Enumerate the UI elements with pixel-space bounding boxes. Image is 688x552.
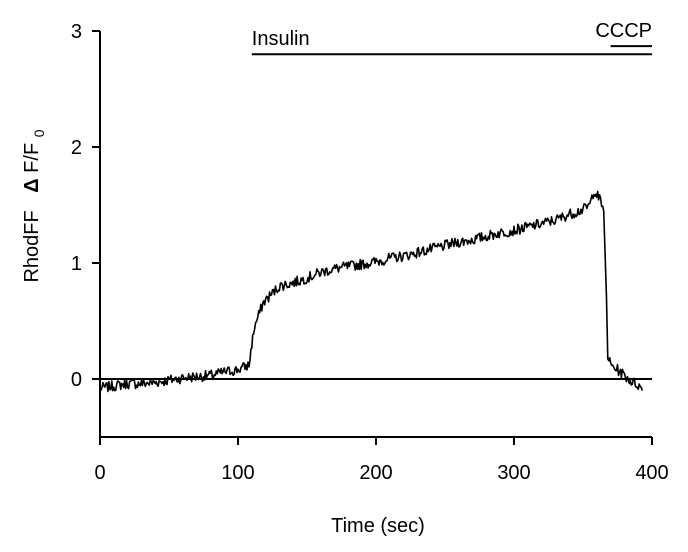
- y-axis-title-delta: Δ: [21, 178, 43, 192]
- y-axis-title: RhodFF Δ F/F 0: [21, 129, 47, 282]
- y-axis: 0 1 2 3: [71, 21, 101, 437]
- x-tick-label-4: 400: [635, 462, 668, 484]
- annotation-label-insulin: Insulin: [252, 28, 310, 50]
- y-axis-title-subscript: 0: [31, 129, 47, 137]
- x-axis: 0 100 200 300 400: [94, 378, 669, 484]
- fluorescence-trace: [99, 190, 644, 393]
- y-tick-label-1: 1: [71, 253, 82, 275]
- y-tick-label-2: 2: [71, 137, 82, 159]
- x-tick-label-3: 300: [497, 462, 530, 484]
- annotations: Insulin CCCP: [251, 20, 652, 56]
- y-axis-title-ratio: F/F: [21, 143, 43, 173]
- x-tick-label-2: 200: [359, 462, 392, 484]
- y-tick-label-0: 0: [71, 369, 82, 391]
- x-axis-title: Time (sec): [331, 515, 425, 537]
- x-tick-label-1: 100: [221, 462, 254, 484]
- x-tick-label-0: 0: [94, 462, 105, 484]
- annotation-label-cccp: CCCP: [595, 20, 652, 42]
- y-axis-title-prefix: RhodFF: [21, 210, 43, 282]
- series-trace: [99, 190, 644, 393]
- y-tick-label-3: 3: [71, 21, 82, 43]
